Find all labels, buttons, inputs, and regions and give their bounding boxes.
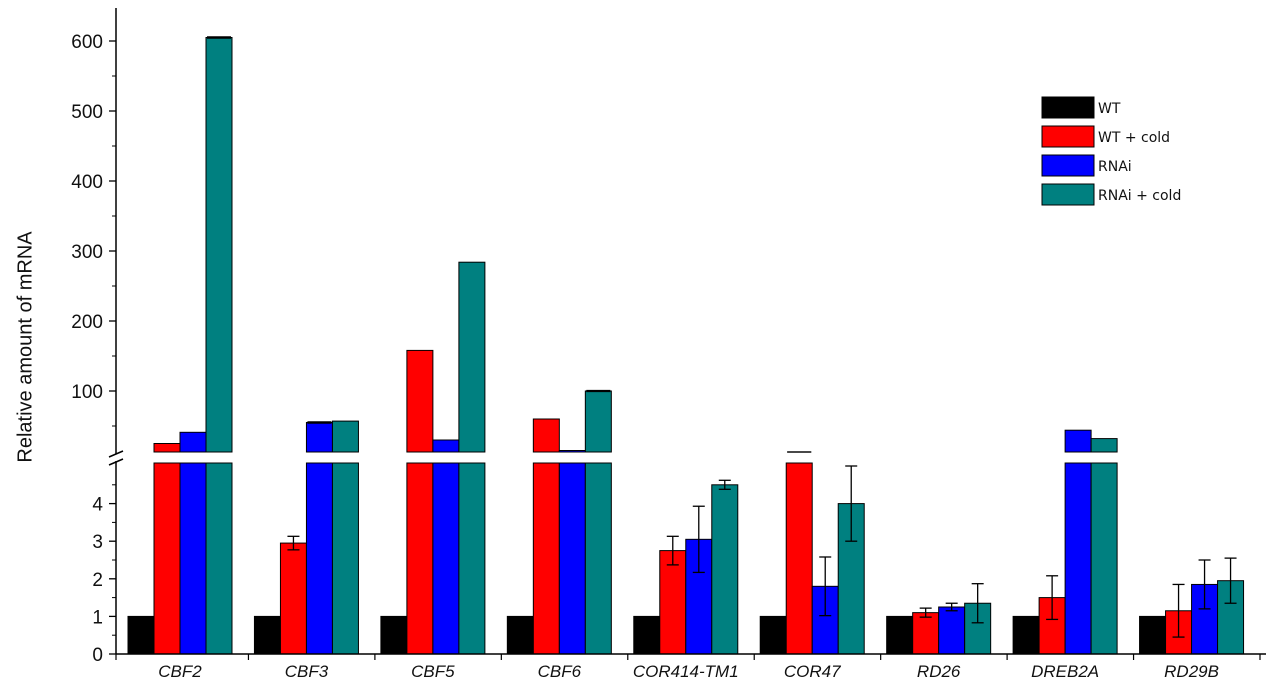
bar	[1090, 462, 1118, 655]
x-tick-label: COR47	[784, 662, 841, 681]
bar	[127, 615, 155, 655]
legend-swatch	[1041, 154, 1095, 177]
bar	[912, 612, 940, 655]
y-tick-label: 100	[71, 382, 103, 403]
bar	[659, 550, 687, 655]
bar	[558, 450, 586, 453]
bar	[205, 37, 233, 453]
bar	[532, 418, 560, 453]
bar	[584, 462, 612, 655]
bars-layer	[127, 37, 1245, 655]
y-tick-label: 2	[92, 570, 103, 591]
x-tick-label: CBF5	[411, 662, 455, 681]
bar	[179, 462, 207, 655]
bar	[305, 462, 333, 655]
axes-layer: CBF2 CBF3 CBF5 CBF6 COR414-TM1 COR47 RD26 DREB2…	[71, 8, 1267, 681]
y-tick-label: 4	[92, 495, 103, 516]
bar	[432, 462, 460, 655]
bar	[1139, 615, 1167, 655]
bar	[253, 615, 281, 655]
legend-swatch	[1041, 125, 1095, 148]
bar	[153, 462, 181, 655]
y-tick-label: 300	[71, 242, 103, 263]
bar	[558, 462, 586, 655]
bar	[179, 431, 207, 453]
bar	[305, 422, 333, 453]
legend: WT WT + cold RNAi RNAi + cold	[1041, 96, 1181, 206]
bar	[1064, 462, 1092, 655]
x-tick-label: CBF3	[285, 662, 329, 681]
bar	[432, 439, 460, 453]
bar	[711, 484, 739, 655]
bar	[584, 390, 612, 453]
axis-break-gap	[117, 453, 1267, 462]
bar	[406, 462, 434, 655]
bar	[759, 615, 787, 655]
bar	[205, 462, 233, 655]
x-tick-label: RD26	[917, 662, 961, 681]
bar	[279, 542, 307, 655]
legend-label: WT + cold	[1098, 130, 1170, 146]
y-tick-label: 3	[92, 532, 103, 553]
bar	[406, 349, 434, 453]
legend-label: RNAi	[1098, 159, 1132, 175]
y-tick-label: 0	[92, 645, 103, 666]
y-tick-label: 500	[71, 102, 103, 123]
bar	[1090, 438, 1118, 453]
x-tick-label: CBF6	[538, 662, 582, 681]
y-tick-label: 600	[71, 32, 103, 53]
bar	[380, 615, 408, 655]
legend-swatch	[1041, 96, 1095, 119]
bar	[458, 462, 486, 655]
y-tick-label: 1	[92, 607, 103, 628]
legend-label: WT	[1098, 101, 1121, 117]
bar	[331, 420, 359, 453]
bar	[633, 615, 661, 655]
legend-label: RNAi + cold	[1098, 188, 1181, 204]
bar	[886, 615, 914, 655]
y-axis-label: Relative amount of mRNA	[14, 231, 36, 463]
bar	[506, 615, 534, 655]
bar	[785, 462, 813, 655]
error-bars-layer	[207, 36, 1237, 638]
axis-break-mark	[108, 458, 124, 466]
y-tick-label: 400	[71, 172, 103, 193]
legend-swatch	[1041, 183, 1095, 206]
axis-break-mark	[108, 450, 124, 458]
bar	[1012, 615, 1040, 655]
x-tick-label: RD29B	[1164, 662, 1219, 681]
bar	[458, 261, 486, 453]
bar	[532, 462, 560, 655]
bar	[331, 462, 359, 655]
bar	[938, 606, 966, 655]
bar	[153, 443, 181, 453]
x-tick-label: DREB2A	[1031, 662, 1099, 681]
x-tick-label: CBF2	[158, 662, 202, 681]
y-tick-label: 200	[71, 312, 103, 333]
bar	[1064, 429, 1092, 453]
x-tick-label: COR414-TM1	[633, 662, 739, 681]
